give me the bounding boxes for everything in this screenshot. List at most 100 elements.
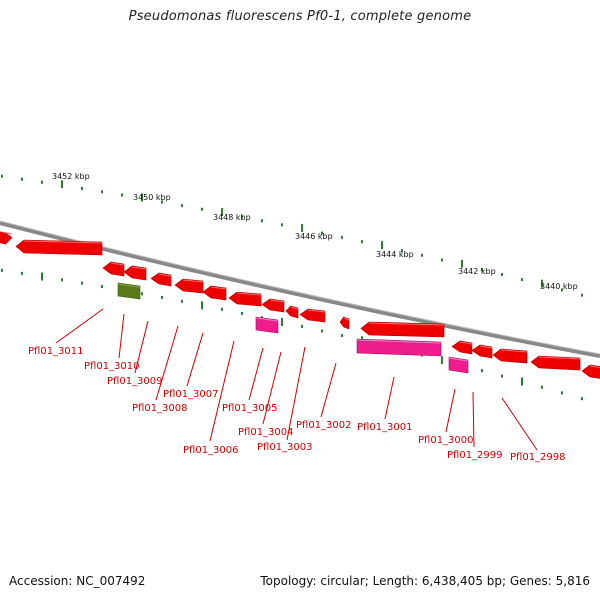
scale-label-3450: 3450 kbp [133,193,171,202]
gene-feature [360,321,445,338]
scale-label-3442: 3442 kbp [458,267,496,276]
gene-feature-body [285,305,299,319]
leader-line-0 [55,308,104,344]
gene-feature-body [530,355,581,371]
rna-feature-highlight [117,283,141,288]
gene-feature-body [471,344,493,359]
gene-feature-highlight [131,266,147,270]
leader-line-3 [155,325,179,401]
leader-line-7 [262,351,282,425]
gene-feature-body [150,272,172,287]
gene-feature-highlight [2,231,13,235]
pseudogene-feature [448,356,469,374]
gene-label-3003[interactable]: Pfl01_3003 [257,442,313,453]
gene-feature [530,355,581,371]
gene-feature-body [581,364,600,379]
gene-feature-body [451,340,473,355]
gene-label-3007[interactable]: Pfl01_3007 [163,389,219,400]
gene-feature [174,278,204,294]
gene-feature-highlight [307,309,326,313]
rna-feature-body [117,282,141,300]
pseudogene-feature-highlight [448,357,469,362]
gene-feature-body [492,348,528,364]
gene-label-3002[interactable]: Pfl01_3002 [296,420,352,431]
scale-label-3440: 3440 kbp [540,282,578,291]
leader-line-10 [384,376,395,420]
accession-text: Accession: NC_007492 [9,574,146,588]
gene-feature [102,261,125,277]
gene-feature-highlight [290,306,299,310]
gene-feature-highlight [236,292,262,296]
leader-line-4 [186,332,204,387]
gene-label-3009[interactable]: Pfl01_3009 [107,376,163,387]
leader-line-5 [209,340,235,442]
gene-feature-body [261,298,285,313]
pseudogene-feature-highlight [356,339,442,344]
gene-label-3006[interactable]: Pfl01_3006 [183,445,239,456]
gene-feature [299,308,326,323]
leader-line-12 [472,391,475,448]
gene-label-3000[interactable]: Pfl01_3000 [418,435,474,446]
gene-feature-body [102,261,125,277]
gene-feature-highlight [210,286,227,290]
gene-label-3004[interactable]: Pfl01_3004 [238,427,294,438]
pseudogene-feature [255,316,279,334]
label-leader-lines [55,308,538,451]
gene-feature [492,348,528,364]
leader-line-2 [134,320,149,374]
gene-label-3005[interactable]: Pfl01_3005 [222,403,278,414]
map-title: Pseudomonas fluorescens Pf0-1, complete … [128,9,472,24]
scale-label-3448: 3448 kbp [213,213,251,222]
gene-feature [123,265,147,281]
gene-feature-body [299,308,326,323]
rna-feature [117,282,141,300]
leader-line-6 [248,347,264,401]
gene-label-2998[interactable]: Pfl01_2998 [510,452,566,463]
leader-line-13 [501,397,538,451]
gene-label-3011[interactable]: Pfl01_3011 [28,346,84,357]
gene-label-3008[interactable]: Pfl01_3008 [132,403,188,414]
gene-feature-body [15,239,103,256]
gene-feature [202,285,227,301]
leader-line-11 [445,388,456,433]
scale-label-3452: 3452 kbp [52,172,90,181]
scale-label-3444: 3444 kbp [376,250,414,259]
gene-feature-highlight [158,273,172,277]
outer-scale-ticks [1,174,583,297]
gene-label-3010[interactable]: Pfl01_3010 [84,361,140,372]
gene-feature [228,291,262,307]
gene-feature-body [174,278,204,294]
gene-feature [0,231,13,245]
gene-feature-body [360,321,445,338]
pseudogene-feature [356,338,442,357]
pseudogene-feature-body [255,316,279,334]
gene-feature [15,239,103,256]
pseudogene-feature-body [356,338,442,357]
gene-feature-body [123,265,147,281]
gene-feature-highlight [589,365,600,368]
gene-feature [339,316,350,330]
genome-summary-text: Topology: circular; Length: 6,438,405 bp… [260,574,590,588]
gene-label-2999[interactable]: Pfl01_2999 [447,450,503,461]
pseudogene-feature-body [448,356,469,374]
gene-feature-body [339,316,350,330]
pseudogene-feature-highlight [255,317,279,322]
gene-feature [451,340,473,355]
gene-feature-highlight [269,299,285,303]
gene-feature [150,272,172,287]
inner-scale-ticks [1,268,583,401]
leader-line-1 [118,313,125,359]
gene-feature [581,364,600,379]
leader-line-9 [320,362,337,418]
gene-feature-highlight [459,341,473,345]
gene-feature-highlight [368,322,445,326]
gene-feature [285,305,299,319]
gene-feature-body [202,285,227,301]
gene-feature-highlight [343,317,350,321]
gene-feature-highlight [23,240,103,244]
gene-features [0,231,600,379]
gene-label-3001[interactable]: Pfl01_3001 [357,422,413,433]
leader-line-8 [286,346,306,441]
gene-feature-highlight [538,356,581,360]
